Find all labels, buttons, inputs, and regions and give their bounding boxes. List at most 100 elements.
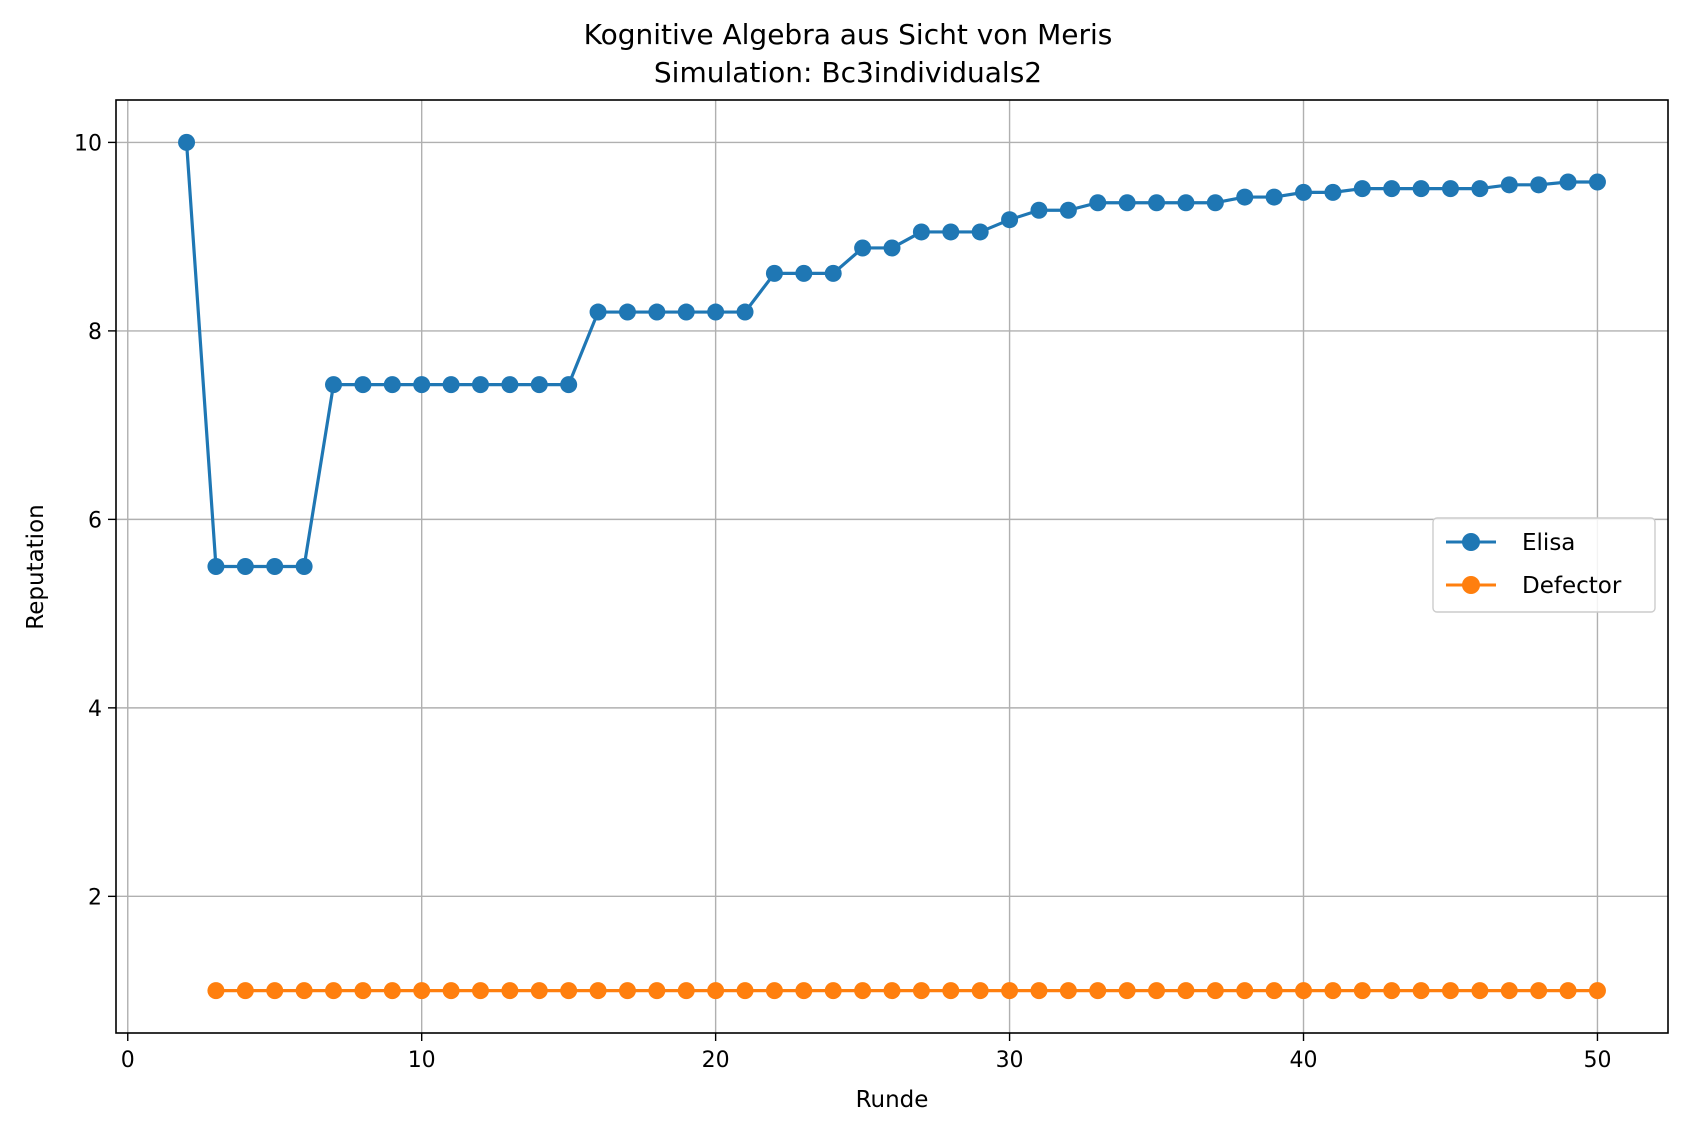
series-elisa <box>178 133 1606 575</box>
legend-label-defector: Defector <box>1522 573 1622 599</box>
data-point-elisa <box>795 264 813 282</box>
data-point-elisa <box>736 303 754 321</box>
data-point-elisa <box>1059 201 1077 219</box>
data-point-elisa <box>1206 194 1224 212</box>
data-point-defector <box>295 982 313 1000</box>
data-point-defector <box>824 982 842 1000</box>
data-point-defector <box>1353 982 1371 1000</box>
data-point-elisa <box>883 239 901 257</box>
data-point-defector <box>354 982 372 1000</box>
x-tick-label: 40 <box>1290 1048 1318 1073</box>
data-point-defector <box>207 982 225 1000</box>
series-layer <box>178 133 1606 1000</box>
data-point-elisa <box>618 303 636 321</box>
legend-label-elisa: Elisa <box>1522 530 1575 556</box>
data-point-elisa <box>648 303 666 321</box>
data-point-defector <box>1089 982 1107 1000</box>
y-tick-label: 8 <box>88 320 102 345</box>
y-tick-label: 4 <box>88 697 102 722</box>
data-point-elisa <box>501 376 519 394</box>
data-point-defector <box>1412 982 1430 1000</box>
data-point-defector <box>325 982 343 1000</box>
data-point-defector <box>677 982 695 1000</box>
data-point-defector <box>942 982 960 1000</box>
data-point-elisa <box>912 223 930 241</box>
x-tick-label: 10 <box>408 1048 436 1073</box>
data-point-elisa <box>765 264 783 282</box>
data-point-elisa <box>413 376 431 394</box>
data-point-elisa <box>824 264 842 282</box>
data-point-elisa <box>1265 188 1283 206</box>
data-point-defector <box>1500 982 1518 1000</box>
data-point-elisa <box>295 558 313 575</box>
plot-frame <box>115 99 1669 1034</box>
data-point-defector <box>501 982 519 1000</box>
data-point-defector <box>1295 982 1313 1000</box>
data-point-elisa <box>1353 180 1371 198</box>
data-point-defector <box>912 982 930 1000</box>
data-point-elisa <box>1500 176 1518 194</box>
data-point-defector <box>471 982 489 1000</box>
data-point-defector <box>530 982 548 1000</box>
data-point-elisa <box>854 239 872 257</box>
x-tick-label: 30 <box>996 1048 1024 1073</box>
data-point-elisa <box>971 223 989 241</box>
data-point-defector <box>883 982 901 1000</box>
data-point-elisa <box>560 376 578 394</box>
data-point-defector <box>1588 982 1606 1000</box>
data-point-defector <box>1177 982 1195 1000</box>
data-point-elisa <box>1295 183 1313 201</box>
data-point-elisa <box>677 303 695 321</box>
data-point-elisa <box>1471 180 1489 198</box>
data-point-elisa <box>1588 173 1606 191</box>
x-tick-label: 0 <box>121 1048 135 1073</box>
data-point-defector <box>1559 982 1577 1000</box>
series-line-elisa <box>184 142 1598 569</box>
data-point-elisa <box>1530 176 1548 194</box>
data-point-defector <box>1530 982 1548 1000</box>
data-point-defector <box>971 982 989 1000</box>
data-point-elisa <box>589 303 607 321</box>
legend-marker-defector <box>1462 576 1480 594</box>
data-point-elisa <box>325 376 343 394</box>
data-point-elisa <box>1177 194 1195 212</box>
data-point-defector <box>236 982 254 1000</box>
data-point-defector <box>854 982 872 1000</box>
y-axis-label: Reputation <box>23 504 49 629</box>
data-point-elisa <box>1236 188 1254 206</box>
y-tick-label: 10 <box>74 131 102 156</box>
data-point-defector <box>736 982 754 1000</box>
data-point-elisa <box>383 376 401 394</box>
data-point-defector <box>383 982 401 1000</box>
data-point-defector <box>442 982 460 1000</box>
data-point-defector <box>1059 982 1077 1000</box>
legend: Elisa Defector <box>1432 517 1656 613</box>
data-point-defector <box>1471 982 1489 1000</box>
data-point-elisa <box>471 376 489 394</box>
data-point-elisa <box>178 133 196 151</box>
x-axis-label: Runde <box>856 1087 929 1113</box>
data-point-elisa <box>236 558 254 575</box>
data-point-defector <box>1265 982 1283 1000</box>
data-point-defector <box>707 982 725 1000</box>
data-point-elisa <box>942 223 960 241</box>
chart-subtitle: Simulation: Bc3individuals2 <box>654 56 1042 89</box>
data-point-defector <box>1324 982 1342 1000</box>
data-point-elisa <box>1324 183 1342 201</box>
data-point-defector <box>618 982 636 1000</box>
data-point-elisa <box>707 303 725 321</box>
axis-ticks: 0 10 20 30 40 50 2 4 6 8 10 <box>74 131 1611 1073</box>
data-point-elisa <box>1148 194 1166 212</box>
data-point-elisa <box>266 558 284 575</box>
data-point-defector <box>1236 982 1254 1000</box>
data-point-defector <box>765 982 783 1000</box>
legend-marker-elisa <box>1462 533 1480 551</box>
data-point-elisa <box>1441 180 1459 198</box>
data-point-defector <box>413 982 431 1000</box>
data-point-elisa <box>354 376 372 394</box>
data-point-elisa <box>530 376 548 394</box>
chart-title: Kognitive Algebra aus Sicht von Meris <box>584 18 1113 51</box>
y-tick-label: 6 <box>88 508 102 533</box>
data-point-defector <box>1148 982 1166 1000</box>
data-point-defector <box>1118 982 1136 1000</box>
